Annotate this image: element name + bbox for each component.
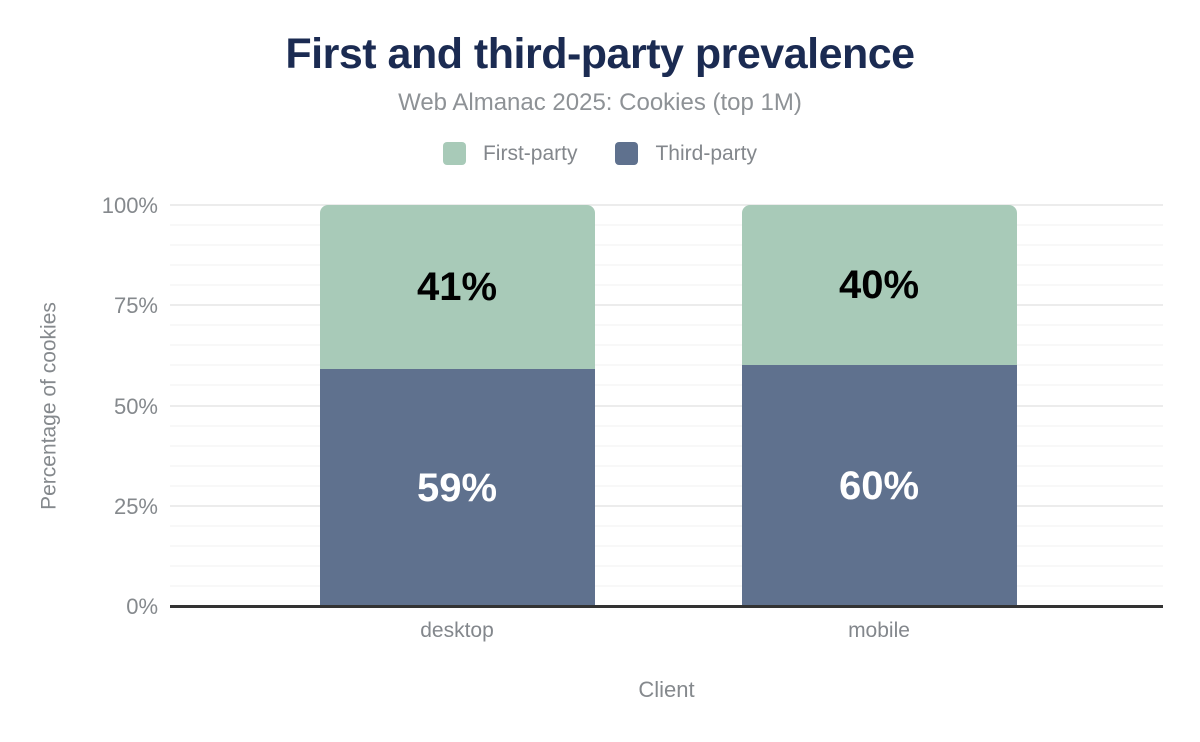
minor-gridline xyxy=(170,364,1163,367)
major-gridline xyxy=(170,404,1163,407)
legend-label: Third-party xyxy=(655,142,758,165)
minor-gridline xyxy=(170,284,1163,287)
x-tick-label-mobile: mobile xyxy=(848,619,910,642)
bar-label-desktop-third-party: 59% xyxy=(416,465,498,510)
bar-desktop-first-party-segment: 41% xyxy=(319,205,595,370)
bar-label-desktop-first-party: 41% xyxy=(416,265,498,310)
minor-gridline xyxy=(170,344,1163,347)
major-gridline xyxy=(170,504,1163,507)
legend-swatch-icon xyxy=(615,142,639,165)
y-axis-title: Percentage of cookies xyxy=(37,301,61,510)
minor-gridline xyxy=(170,464,1163,467)
chart-title: First and third-party prevalence xyxy=(285,30,915,78)
minor-gridline xyxy=(170,544,1163,547)
minor-gridline xyxy=(170,444,1163,447)
minor-gridline xyxy=(170,224,1163,227)
bar-label-mobile-first-party: 40% xyxy=(838,263,920,308)
major-gridline xyxy=(170,204,1163,206)
bar-label-mobile-third-party: 60% xyxy=(838,463,920,508)
minor-gridline xyxy=(170,564,1163,567)
y-tick-label-0: 0% xyxy=(126,594,158,619)
legend-item-third-party: Third-party xyxy=(615,142,757,165)
x-axis-line xyxy=(170,605,1163,608)
minor-gridline xyxy=(170,384,1163,387)
minor-gridline xyxy=(170,524,1163,527)
legend: First-party Third-party xyxy=(0,142,1200,165)
legend-swatch-icon xyxy=(442,142,466,165)
minor-gridline xyxy=(170,264,1163,267)
chart-subtitle: Web Almanac 2025: Cookies (top 1M) xyxy=(398,89,802,116)
bar-desktop-third-party-segment: 59% xyxy=(319,369,595,606)
minor-gridline xyxy=(170,584,1163,587)
major-gridline xyxy=(170,304,1163,307)
bar-mobile-first-party-segment: 40% xyxy=(741,205,1017,366)
x-axis-title: Client xyxy=(638,677,695,702)
y-tick-label-75: 75% xyxy=(113,293,158,319)
x-tick-label-desktop: desktop xyxy=(420,619,494,642)
bar-mobile-third-party-segment: 60% xyxy=(741,365,1017,606)
minor-gridline xyxy=(170,484,1163,487)
y-tick-label-50: 50% xyxy=(113,393,158,419)
y-tick-label-25: 25% xyxy=(113,493,158,519)
minor-gridline xyxy=(170,244,1163,247)
legend-label: First-party xyxy=(482,142,578,165)
minor-gridline xyxy=(170,424,1163,427)
minor-gridline xyxy=(170,324,1163,327)
y-tick-label-100: 100% xyxy=(101,193,158,218)
legend-item-first-party: First-party xyxy=(442,142,578,165)
